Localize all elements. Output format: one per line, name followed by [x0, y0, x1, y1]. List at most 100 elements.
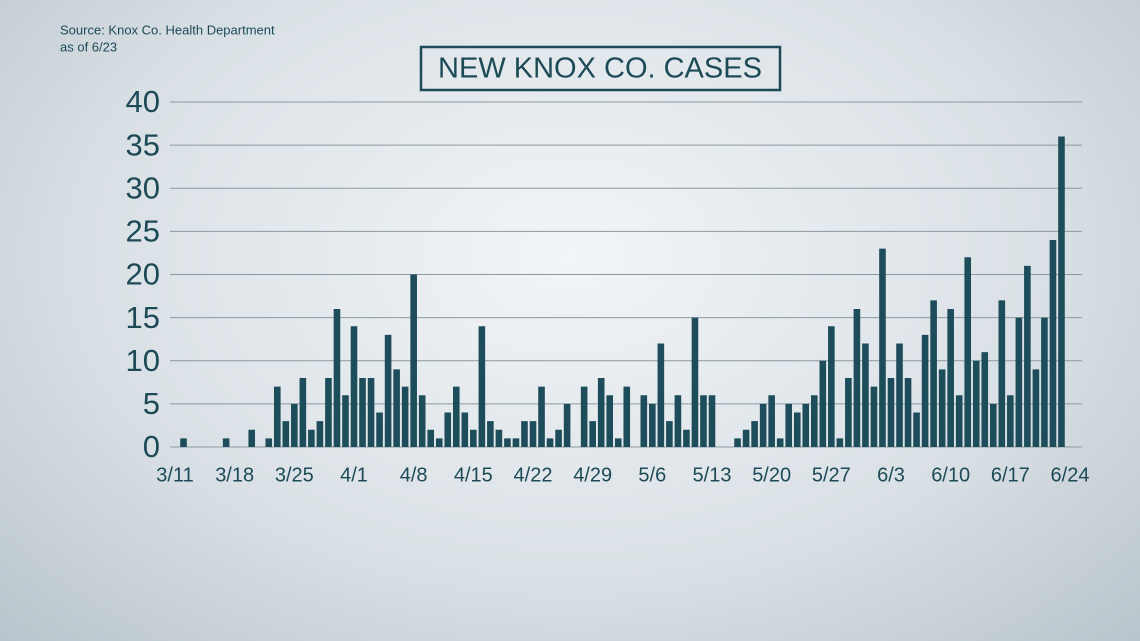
bar	[597, 378, 605, 447]
x-tick-label: 6/3	[877, 464, 905, 486]
bar	[700, 395, 707, 447]
bar	[759, 403, 767, 447]
bar	[1015, 317, 1023, 447]
bar	[614, 438, 622, 447]
bar	[384, 334, 392, 447]
bar	[998, 300, 1006, 447]
x-tick-label: 3/18	[215, 464, 254, 486]
x-tick-label: 5/13	[693, 464, 732, 486]
bar	[972, 360, 980, 447]
bar	[649, 403, 656, 447]
bar	[512, 438, 520, 447]
bar	[793, 412, 801, 447]
bar	[879, 248, 886, 447]
bar	[683, 429, 690, 447]
bar	[904, 378, 912, 447]
bar	[623, 386, 631, 447]
bar	[316, 421, 324, 447]
bar	[947, 309, 954, 447]
bar	[589, 421, 596, 447]
bar	[836, 438, 844, 447]
bar	[1007, 395, 1014, 447]
bar	[248, 429, 256, 447]
bar	[802, 403, 810, 447]
bar	[376, 412, 383, 447]
x-tick-label: 3/25	[275, 464, 314, 486]
bar	[887, 378, 895, 447]
bar	[819, 360, 827, 447]
bar	[989, 403, 997, 447]
bar	[1049, 240, 1057, 447]
bar	[742, 429, 750, 447]
bar	[734, 438, 741, 447]
bar	[461, 412, 469, 447]
bar	[776, 438, 784, 447]
bar	[751, 421, 758, 447]
x-tick-label: 5/6	[638, 464, 666, 486]
bar	[1041, 317, 1048, 447]
bar	[546, 438, 554, 447]
y-tick-label: 0	[143, 429, 160, 464]
y-tick-label: 15	[126, 300, 160, 335]
bar	[853, 309, 861, 447]
bar	[265, 438, 273, 447]
x-tick-label: 5/27	[812, 464, 851, 486]
bar	[367, 378, 375, 447]
x-tick-label: 3/11	[156, 464, 193, 486]
y-tick-label: 10	[126, 343, 160, 378]
bar	[1024, 265, 1031, 447]
y-tick-label: 35	[126, 127, 160, 162]
x-tick-label: 4/8	[400, 464, 428, 486]
bar	[870, 386, 878, 447]
bar	[495, 429, 503, 447]
bar	[529, 421, 537, 447]
y-tick-label: 20	[126, 257, 160, 292]
bar	[555, 429, 562, 447]
bar	[563, 403, 571, 447]
bar	[350, 326, 358, 447]
title-box	[419, 45, 782, 92]
bar	[828, 326, 835, 447]
bar	[359, 378, 366, 447]
bar	[504, 438, 511, 447]
x-tick-label: 4/15	[454, 464, 493, 486]
bar	[521, 421, 528, 447]
bar	[921, 334, 929, 447]
bar	[222, 438, 230, 447]
bar	[640, 395, 648, 447]
bar	[896, 343, 903, 447]
y-tick-label: 25	[126, 214, 160, 249]
bar	[955, 395, 963, 447]
bar	[708, 395, 716, 447]
bar	[768, 395, 775, 447]
bar	[1058, 136, 1065, 447]
x-tick-label: 6/24	[1051, 464, 1090, 486]
bar	[478, 326, 486, 447]
bar	[862, 343, 869, 447]
y-tick-label: 5	[143, 386, 160, 421]
bar	[418, 395, 426, 447]
bar	[291, 403, 298, 447]
bar	[538, 386, 545, 447]
x-tick-label: 6/17	[991, 464, 1030, 486]
bar	[981, 352, 989, 447]
note: as of 6/23	[60, 39, 117, 54]
chart-title: NEW KNOX CO. CASES	[438, 53, 762, 85]
x-tick-label: 6/10	[931, 464, 970, 486]
bar	[427, 429, 435, 447]
bar	[410, 274, 417, 447]
bar	[930, 300, 937, 447]
bar	[785, 403, 793, 447]
bar	[1032, 369, 1040, 447]
bar	[845, 378, 852, 447]
x-tick-label: 4/29	[573, 464, 612, 486]
bar	[401, 386, 409, 447]
bar	[666, 421, 673, 447]
y-tick-label: 40	[126, 84, 160, 119]
bar	[487, 421, 494, 447]
bar	[333, 309, 341, 447]
bar	[606, 395, 614, 447]
bar	[964, 257, 972, 447]
bar	[282, 421, 290, 447]
